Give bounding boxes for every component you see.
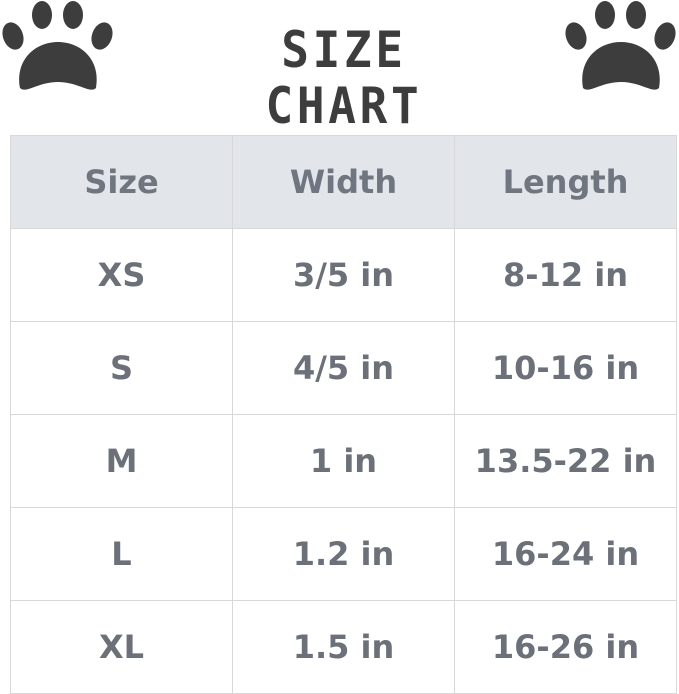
paw-print-icon <box>565 1 676 90</box>
width-cell: 1.5 in <box>232 600 455 694</box>
table-header-row: Size Width Length <box>10 135 677 229</box>
size-cell: S <box>10 321 233 415</box>
width-cell: 1 in <box>232 414 455 508</box>
table-row: XS 3/5 in 8-12 in <box>10 228 677 322</box>
size-cell: M <box>10 414 233 508</box>
size-cell: L <box>10 507 233 601</box>
length-cell: 16-26 in <box>454 600 677 694</box>
chart-title: SIZE CHART <box>265 21 423 135</box>
size-table: Size Width Length XS 3/5 in 8-12 in S 4/5 in… <box>10 135 677 694</box>
table-row: S 4/5 in 10-16 in <box>10 321 677 415</box>
column-header-width: Width <box>232 135 455 229</box>
paw-print-icon <box>2 1 113 90</box>
length-cell: 10-16 in <box>454 321 677 415</box>
table-row: L 1.2 in 16-24 in <box>10 507 677 601</box>
width-cell: 4/5 in <box>232 321 455 415</box>
length-cell: 8-12 in <box>454 228 677 322</box>
length-cell: 13.5-22 in <box>454 414 677 508</box>
column-header-size: Size <box>10 135 233 229</box>
width-cell: 1.2 in <box>232 507 455 601</box>
size-cell: XS <box>10 228 233 322</box>
width-cell: 3/5 in <box>232 228 455 322</box>
table-row: XL 1.5 in 16-26 in <box>10 600 677 694</box>
column-header-length: Length <box>454 135 677 229</box>
length-cell: 16-24 in <box>454 507 677 601</box>
size-cell: XL <box>10 600 233 694</box>
